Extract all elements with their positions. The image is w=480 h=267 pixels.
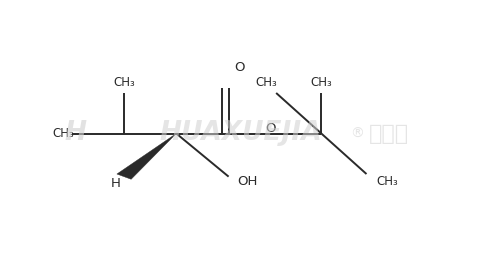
- Polygon shape: [117, 134, 176, 179]
- Text: O: O: [233, 61, 244, 74]
- Text: H: H: [64, 120, 86, 147]
- Text: CH₃: CH₃: [53, 127, 74, 140]
- Text: ®: ®: [349, 127, 363, 140]
- Text: CH₃: CH₃: [375, 175, 397, 188]
- Text: H: H: [111, 178, 120, 190]
- Text: CH₃: CH₃: [113, 76, 134, 89]
- Text: HUAXUEJIA: HUAXUEJIA: [159, 120, 321, 147]
- Text: O: O: [264, 122, 275, 135]
- Text: CH₃: CH₃: [255, 76, 277, 89]
- Text: OH: OH: [237, 175, 257, 188]
- Text: 化学加: 化学加: [368, 124, 408, 143]
- Text: CH₃: CH₃: [310, 76, 332, 89]
